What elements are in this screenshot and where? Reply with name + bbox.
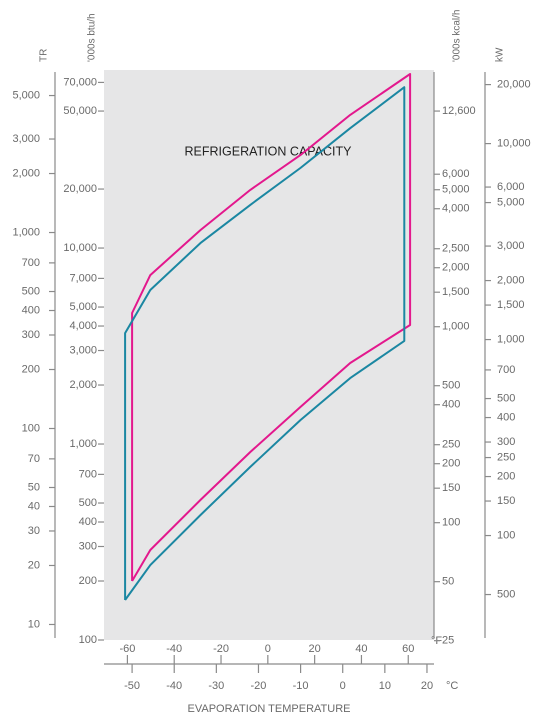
y-tick-label: 12,600 [442,105,476,117]
y-tick-label: 100 [497,529,515,541]
plot-area [104,70,434,640]
y-tick-label: 50,000 [63,105,97,117]
y-tick-label: 40 [28,500,40,512]
y-tick-label: 50 [28,481,40,493]
x-axis-title: EVAPORATION TEMPERATURE [188,703,351,715]
x2-unit: °C [446,680,458,692]
y-tick-label: 70,000 [63,76,97,88]
y-tick-label: 100 [79,634,97,646]
y-tick-label: 700 [497,364,515,376]
y-tick-label: 5,000 [497,196,525,208]
y-tick-label: 10,000 [63,242,97,254]
y-tick-label: 1,500 [442,286,470,298]
y-tick-label: 250 [442,439,460,451]
y-tick-label: 5,000 [442,184,470,196]
x-tick-label: 40 [355,643,367,655]
y-tick-label: 50 [442,576,454,588]
y-tick-label: 1,000 [69,438,97,450]
y-tick-label: 2,000 [497,274,525,286]
x2-tick-label: -20 [251,680,267,692]
y-tick-label: 70 [28,453,40,465]
x2-tick-label: -40 [166,680,182,692]
y-tick-label: 2,000 [69,379,97,391]
y-tick-label: 4,000 [442,203,470,215]
y-tick-label: 100 [442,517,460,529]
y-tick-label: 100 [22,422,40,434]
y-tick-label: 300 [497,436,515,448]
y-tick-label: 3,000 [12,133,40,145]
y-tick-label: 20,000 [63,183,97,195]
y-tick-label: 500 [22,285,40,297]
y-tick-label: 1,500 [497,299,525,311]
y-tick-label: 500 [79,497,97,509]
y-tick-label: 7,000 [69,272,97,284]
y-tick-label: 700 [22,257,40,269]
y-tick-label: 400 [442,399,460,411]
y-tick-label: 25 [442,635,454,647]
y-tick-label: 2,000 [12,167,40,179]
y-axis-title: TR [39,49,50,62]
y-tick-label: 200 [497,470,515,482]
x-tick-label: -20 [213,643,229,655]
y-tick-label: 20 [28,559,40,571]
y-tick-label: 2,500 [442,243,470,255]
y-tick-label: 1,000 [442,321,470,333]
capacity-envelope [131,73,412,582]
y-tick-label: 1,000 [497,333,525,345]
y-tick-label: 5,000 [69,301,97,313]
capacity-envelope [124,86,406,601]
y-tick-label: 400 [497,411,515,423]
y-tick-label: 500 [442,380,460,392]
y-tick-label: 1,000 [12,226,40,238]
y-tick-label: 4,000 [69,320,97,332]
y-tick-label: 20,000 [497,78,531,90]
x2-tick-label: -30 [208,680,224,692]
y-tick-label: 30 [28,525,40,537]
y-tick-label: 10,000 [497,137,531,149]
x2-tick-label: -10 [293,680,309,692]
x2-tick-label: 0 [340,680,346,692]
y-tick-label: 3,000 [497,240,525,252]
y-tick-label: 250 [497,451,515,463]
x2-tick-label: 10 [379,680,391,692]
y-tick-label: 150 [442,482,460,494]
x-tick-label: 0 [265,643,271,655]
y-tick-label: 2,000 [442,262,470,274]
x-tick-label: -40 [166,643,182,655]
x2-tick-label: 20 [421,680,433,692]
y-tick-label: 200 [79,575,97,587]
y-tick-label: 200 [442,458,460,470]
y-tick-label: 5,000 [12,89,40,101]
y-tick-label: 6,000 [497,181,525,193]
y-tick-label: 300 [22,329,40,341]
x2-tick-label: -50 [124,680,140,692]
y-tick-label: 400 [79,516,97,528]
y-tick-label: 150 [497,495,515,507]
y-tick-label: 500 [497,392,515,404]
y-axis-title: kW [495,47,506,62]
y-axis-title: '000s kcal/h [452,10,463,63]
x-tick-label: 60 [402,643,414,655]
y-tick-label: 10 [28,618,40,630]
x-tick-label: 20 [309,643,321,655]
y-axis-title: '000s btu/h [87,13,98,62]
y-tick-label: 200 [22,363,40,375]
y-tick-label: 6,000 [442,168,470,180]
y-tick-label: 700 [79,468,97,480]
y-tick-label: 500 [497,588,515,600]
y-tick-label: 300 [79,540,97,552]
x-tick-label: -60 [119,643,135,655]
y-tick-label: 400 [22,304,40,316]
y-tick-label: 3,000 [69,344,97,356]
